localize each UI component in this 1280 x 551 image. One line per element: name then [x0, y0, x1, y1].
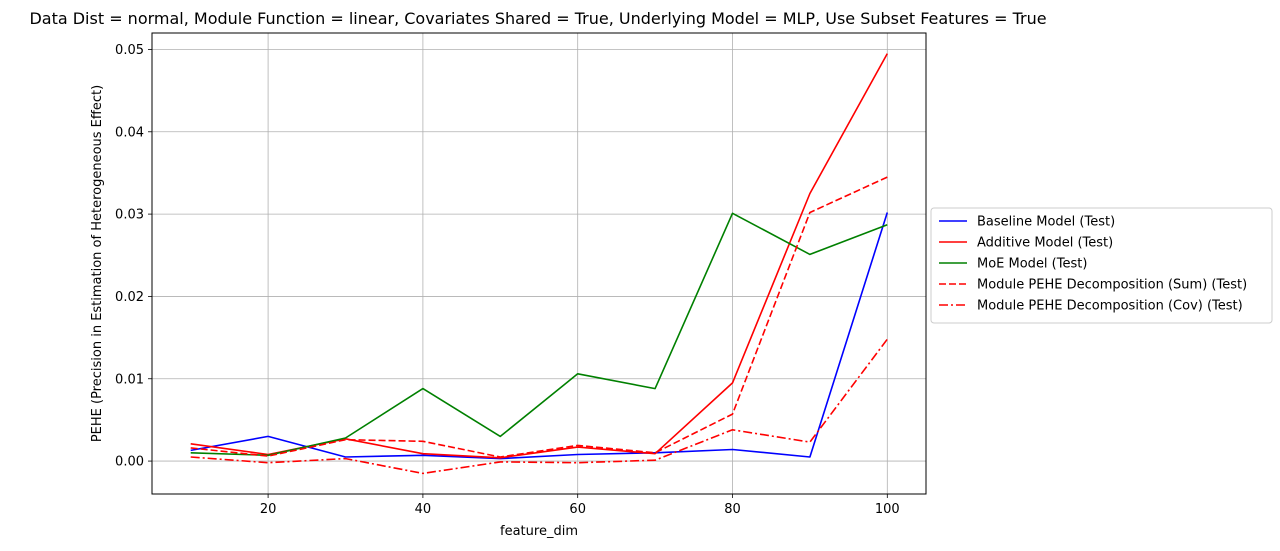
legend-box — [930, 207, 1273, 324]
chart-title: Data Dist = normal, Module Function = li… — [29, 9, 1046, 28]
y-axis-label: PEHE (Precision in Estimation of Heterog… — [90, 85, 105, 442]
x-tick-label: 100 — [875, 502, 900, 517]
legend-label: Baseline Model (Test) — [977, 215, 1115, 230]
legend-label: Additive Model (Test) — [977, 236, 1113, 251]
y-tick-label: 0.00 — [115, 455, 144, 470]
x-tick-label: 40 — [415, 502, 432, 517]
y-tick-label: 0.01 — [115, 372, 144, 387]
x-tick-label: 60 — [569, 502, 586, 517]
x-axis-ticks: 20 40 60 80 100 — [260, 494, 900, 517]
legend: Baseline Model (Test) Additive Model (Tes… — [930, 207, 1273, 324]
series-line-2 — [190, 53, 888, 459]
grid — [152, 33, 926, 494]
series-line-1 — [190, 212, 889, 460]
plot-frame — [151, 32, 927, 495]
x-tick-label: 20 — [260, 502, 277, 517]
series-line-4 — [190, 176, 888, 458]
legend-label: Module PEHE Decomposition (Cov) (Test) — [977, 299, 1243, 314]
series-line-5 — [190, 338, 888, 475]
x-tick-label: 80 — [724, 502, 741, 517]
y-tick-label: 0.03 — [115, 208, 144, 223]
y-tick-label: 0.02 — [115, 290, 144, 305]
legend-label: MoE Model (Test) — [977, 257, 1087, 272]
y-tick-label: 0.04 — [115, 125, 144, 140]
x-axis-label: feature_dim — [500, 524, 578, 539]
y-axis-ticks: 0.00 0.01 0.02 0.03 0.04 0.05 — [115, 43, 152, 470]
y-tick-label: 0.05 — [115, 43, 144, 58]
series-line-3 — [190, 212, 888, 457]
legend-label: Module PEHE Decomposition (Sum) (Test) — [977, 278, 1247, 293]
series-lines — [190, 53, 889, 475]
